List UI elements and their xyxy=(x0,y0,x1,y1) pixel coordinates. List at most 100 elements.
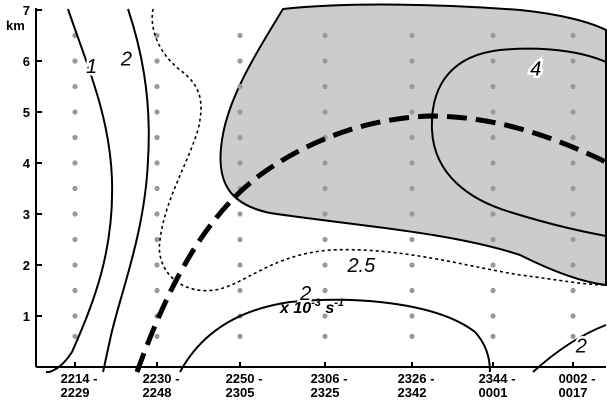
contour-2-bottom-line xyxy=(179,298,491,373)
grid-dot xyxy=(237,287,243,294)
grid-dot xyxy=(490,287,496,294)
grid-dot xyxy=(490,134,496,141)
units-base: x 10 xyxy=(279,300,311,317)
contour-2-left-line xyxy=(102,8,150,373)
contour-label: 2 xyxy=(120,48,132,70)
grid-dot xyxy=(490,333,496,339)
grid-dot xyxy=(322,287,328,294)
grid-dot xyxy=(570,333,576,339)
grid-dots xyxy=(72,32,576,339)
x-tick-label-line1: 0002 - xyxy=(559,371,596,386)
x-tick-label-line1: 2344 - xyxy=(479,371,516,386)
y-axis-ticks: 1 2 3 4 5 6 7 xyxy=(23,3,42,324)
grid-dot xyxy=(409,185,415,192)
grid-dot xyxy=(322,160,328,166)
x-tick-label-line2: 2305 xyxy=(226,385,255,400)
x-tick-label-line2: 0001 xyxy=(479,385,508,400)
grid-dot xyxy=(154,32,160,39)
grid-dot xyxy=(409,109,415,115)
grid-dot xyxy=(72,185,78,192)
grid-dot xyxy=(570,262,576,268)
grid-dot xyxy=(72,333,78,339)
x-tick-label-line1: 2214 - xyxy=(61,371,98,386)
axes-frame xyxy=(35,8,606,368)
grid-dot xyxy=(409,58,415,64)
grid-dot xyxy=(490,211,496,217)
grid-dot xyxy=(570,160,576,166)
grid-dot xyxy=(322,313,328,319)
grid-dot xyxy=(154,134,160,141)
grid-dot xyxy=(322,58,328,64)
grid-dot xyxy=(237,211,243,217)
grid-dot xyxy=(570,32,576,39)
grid-dot xyxy=(409,313,415,319)
grid-dot xyxy=(237,109,243,115)
grid-dot xyxy=(490,32,496,39)
grid-dot xyxy=(237,83,243,90)
contour-label: 2.5 xyxy=(346,255,376,277)
grid-dot xyxy=(322,185,328,192)
grid-dot xyxy=(570,185,576,192)
contour-4-line xyxy=(430,47,607,237)
grid-dot xyxy=(237,134,243,141)
units-exponent: -3 xyxy=(311,297,321,309)
grid-dot xyxy=(237,333,243,339)
grid-dot xyxy=(409,160,415,166)
grid-dot xyxy=(490,58,496,64)
grid-dot xyxy=(154,109,160,115)
grid-dot xyxy=(154,160,160,166)
grid-dot xyxy=(154,211,160,217)
grid-dot xyxy=(322,262,328,268)
contour-1-line xyxy=(45,8,114,374)
grid-dot xyxy=(322,109,328,115)
grid-dot xyxy=(490,160,496,166)
grid-dot xyxy=(237,262,243,268)
grid-dot xyxy=(409,134,415,141)
grid-dot xyxy=(154,236,160,243)
grid-dot xyxy=(72,134,78,141)
grid-dot xyxy=(72,313,78,319)
y-tick-label: 5 xyxy=(23,105,30,120)
grid-dot xyxy=(409,211,415,217)
grid-dot xyxy=(237,32,243,39)
thick-dashed-line xyxy=(134,113,607,373)
y-axis-unit-label: km xyxy=(6,18,25,33)
grid-dot xyxy=(322,333,328,339)
grid-dot xyxy=(154,333,160,339)
grid-dot xyxy=(322,32,328,39)
grid-dot xyxy=(72,58,78,64)
y-tick-label: 4 xyxy=(23,156,31,171)
contour-label: 2 xyxy=(575,336,587,358)
contour-lines xyxy=(45,8,607,374)
x-axis-ticks: 2214 -2229 2230 -2248 2250 -2305 2306 -2325… xyxy=(61,362,596,400)
grid-dot xyxy=(72,262,78,268)
grid-dot xyxy=(409,32,415,39)
grid-dot xyxy=(72,160,78,166)
grid-dot xyxy=(154,58,160,64)
grid-dot xyxy=(322,211,328,217)
x-tick-label-line2: 2325 xyxy=(311,385,340,400)
y-tick-label: 7 xyxy=(23,3,30,18)
grid-dot xyxy=(154,185,160,192)
x-tick-label-line2: 2229 xyxy=(61,385,90,400)
grid-dot xyxy=(490,262,496,268)
grid-dot xyxy=(570,134,576,141)
grid-dot xyxy=(570,109,576,115)
y-tick-label: 1 xyxy=(23,309,30,324)
grid-dot xyxy=(154,262,160,268)
x-tick-label-line2: 2342 xyxy=(398,385,427,400)
grid-dot xyxy=(490,83,496,90)
grid-dot xyxy=(490,185,496,192)
y-tick-label: 2 xyxy=(23,258,30,273)
grid-dot xyxy=(72,83,78,90)
x-tick-label-line1: 2326 - xyxy=(398,371,435,386)
grid-dot xyxy=(237,236,243,243)
contour-label: 2 xyxy=(299,283,311,305)
grid-dot xyxy=(237,160,243,166)
grid-dot xyxy=(490,109,496,115)
x-tick-label-line2: 0017 xyxy=(559,385,588,400)
grid-dot xyxy=(570,58,576,64)
x-tick-label-line1: 2230 - xyxy=(143,371,180,386)
grid-dot xyxy=(72,211,78,217)
